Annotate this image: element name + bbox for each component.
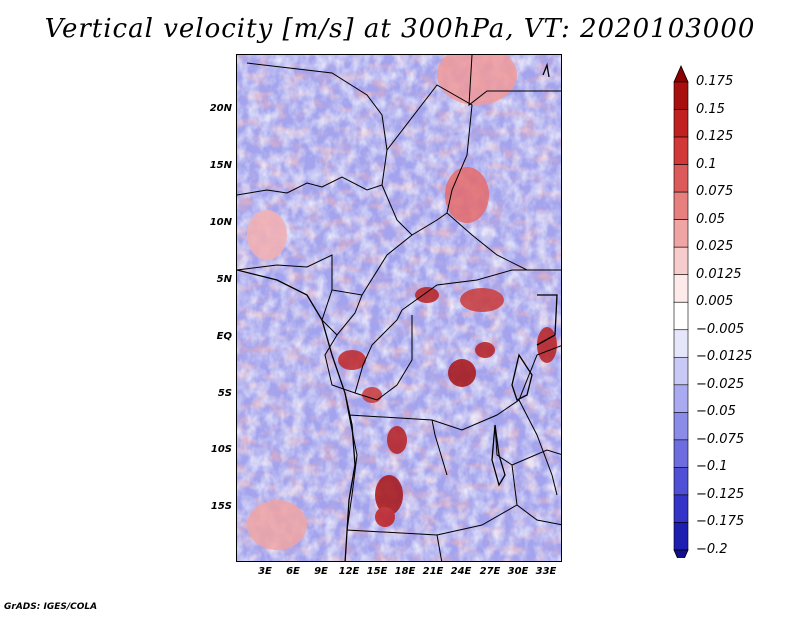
colorbar-segment xyxy=(673,329,689,358)
lat-tick-label: 10S xyxy=(210,444,232,455)
colorbar-min-arrow xyxy=(673,549,689,558)
colorbar-segment xyxy=(673,301,689,331)
map-panel xyxy=(236,54,562,562)
lon-tick-label: 9E xyxy=(314,566,328,577)
lon-tick-label: 33E xyxy=(535,566,557,577)
colorbar-tick-label: −0.075 xyxy=(696,431,745,447)
colorbar-tick-label: 0.175 xyxy=(696,74,734,89)
coastline xyxy=(237,62,558,561)
colorbar-tick-label: −0.175 xyxy=(696,514,745,530)
lat-tick-label: 20N xyxy=(209,103,232,114)
colorbar-tick-label: 0.005 xyxy=(696,294,734,310)
lon-tick-label: 27E xyxy=(479,566,501,577)
lon-tick-label: 18E xyxy=(394,566,416,577)
colorbar-tick-label: 0.15 xyxy=(696,101,725,117)
colorbar-tick-label: −0.05 xyxy=(696,404,736,420)
colorbar-segment xyxy=(673,274,689,303)
credit-text: GrADS: IGES/COLA xyxy=(4,602,98,612)
colorbar-tick-label: 0.075 xyxy=(696,184,734,200)
colorbar-tick-label: −0.125 xyxy=(696,486,745,502)
colorbar-segment xyxy=(673,164,689,193)
colorbar-segment xyxy=(673,109,689,138)
lon-tick-label: 15E xyxy=(366,566,388,577)
colorbar-segment xyxy=(673,191,689,220)
colorbar-max-arrow xyxy=(673,65,689,83)
colorbar-tick-label: 0.1 xyxy=(696,156,717,172)
colorbar xyxy=(673,65,689,558)
colorbar-segment xyxy=(673,246,689,276)
lon-tick-label: 12E xyxy=(338,566,360,577)
colorbar-segment xyxy=(673,356,689,386)
colorbar-segment xyxy=(673,412,689,441)
colorbar-segment xyxy=(673,136,689,165)
colorbar-tick-label: −0.005 xyxy=(696,321,745,337)
chart-title: Vertical velocity [m/s] at 300hPa, VT: 2… xyxy=(44,14,756,44)
lon-tick-label: 6E xyxy=(286,566,300,577)
colorbar-segment xyxy=(673,384,689,413)
colorbar-segment xyxy=(673,439,689,468)
colorbar-segment xyxy=(673,522,689,551)
lat-tick-label: 5N xyxy=(216,274,232,285)
colorbar-segment xyxy=(673,81,689,110)
lat-tick-label: EQ xyxy=(216,331,232,342)
colorbar-segment xyxy=(673,219,689,248)
colorbar-segment xyxy=(673,494,689,523)
lat-tick-label: 10N xyxy=(209,217,232,228)
colorbar-tick-label: −0.025 xyxy=(696,376,745,392)
lat-tick-label: 15N xyxy=(209,160,232,171)
lat-tick-label: 15S xyxy=(210,501,232,512)
lon-tick-label: 24E xyxy=(450,566,472,577)
colorbar-segment xyxy=(673,467,689,496)
colorbar-tick-label: 0.0125 xyxy=(696,266,742,282)
colorbar-tick-label: 0.125 xyxy=(696,129,734,145)
lon-tick-label: 30E xyxy=(507,566,529,577)
colorbar-tick-label: 0.025 xyxy=(696,239,734,255)
lon-tick-label: 3E xyxy=(258,566,272,577)
lat-tick-label: 5S xyxy=(217,388,232,399)
country-borders xyxy=(237,55,561,561)
colorbar-tick-label: −0.2 xyxy=(696,542,728,557)
lon-tick-label: 21E xyxy=(422,566,444,577)
colorbar-tick-label: −0.1 xyxy=(696,459,728,475)
colorbar-tick-label: 0.05 xyxy=(696,211,725,227)
colorbar-tick-label: −0.0125 xyxy=(696,349,753,365)
velocity-field xyxy=(237,55,561,561)
